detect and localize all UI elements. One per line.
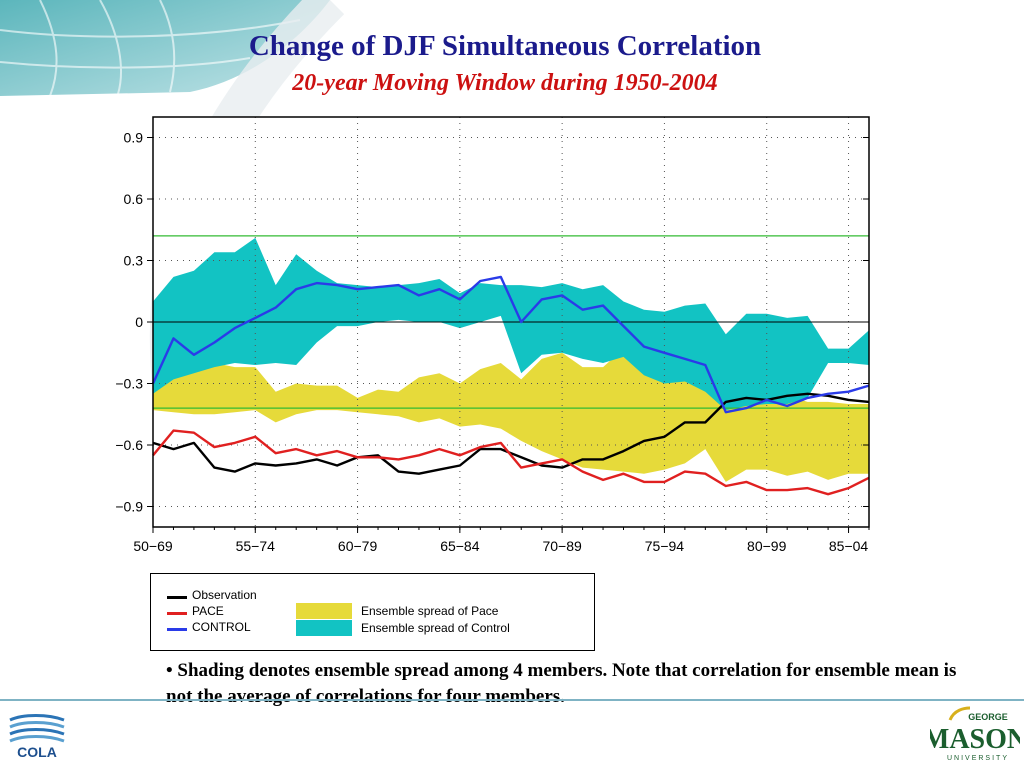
legend-control-label: CONTROL bbox=[192, 620, 251, 634]
legend-pace-swatch bbox=[167, 612, 187, 615]
legend-observation-swatch bbox=[167, 596, 187, 599]
y-tick-label: −0.9 bbox=[115, 499, 143, 515]
legend-control-swatch bbox=[167, 628, 187, 631]
y-tick-label: 0.9 bbox=[124, 130, 144, 146]
x-tick-label: 70−89 bbox=[542, 538, 582, 554]
x-tick-label: 75−94 bbox=[645, 538, 685, 554]
gmu-logo-bottom: UNIVERSITY bbox=[947, 755, 1009, 762]
gmu-logo-main: MASON bbox=[930, 724, 1020, 755]
cola-logo: COLA bbox=[9, 714, 65, 760]
x-tick-label: 65−84 bbox=[440, 538, 480, 554]
footnote: • Shading denotes ensemble spread among … bbox=[166, 660, 957, 707]
gmu-logo-top: GEORGE bbox=[968, 712, 1008, 722]
y-tick-label: 0.3 bbox=[124, 253, 144, 269]
control-line bbox=[151, 275, 870, 414]
footer-divider bbox=[0, 699, 1024, 701]
george-mason-logo: GEORGE MASON UNIVERSITY bbox=[930, 706, 1020, 762]
x-tick-label: 60−79 bbox=[338, 538, 378, 554]
legend-pace-spread-label: Ensemble spread of Pace bbox=[361, 604, 499, 618]
slide-title: Change of DJF Simultaneous Correlation bbox=[248, 30, 762, 62]
y-tick-label: 0.6 bbox=[124, 191, 144, 207]
cola-logo-text: COLA bbox=[17, 744, 57, 760]
legend-control-spread-swatch bbox=[296, 620, 352, 636]
legend-observation-label: Observation bbox=[192, 588, 257, 602]
control-spread-band bbox=[153, 237, 869, 411]
y-tick-label: −0.3 bbox=[115, 376, 143, 392]
slide-subtitle: 20-year Moving Window during 1950-2004 bbox=[292, 70, 718, 96]
observation-line bbox=[152, 392, 870, 475]
x-tick-label: 55−74 bbox=[236, 538, 276, 554]
y-tick-label: 0 bbox=[135, 314, 143, 330]
pace-line bbox=[152, 429, 870, 496]
chart-legend: Observation PACE CONTROL Ensemble spread… bbox=[150, 573, 595, 651]
legend-pace-spread-swatch bbox=[296, 603, 352, 619]
x-tick-label: 80−99 bbox=[747, 538, 787, 554]
y-tick-label: −0.6 bbox=[115, 437, 143, 453]
x-tick-label: 50−69 bbox=[133, 538, 173, 554]
globe-decoration bbox=[0, 0, 330, 97]
legend-control-spread-label: Ensemble spread of Control bbox=[361, 621, 510, 635]
legend-pace-label: PACE bbox=[192, 604, 224, 618]
x-tick-label: 85−04 bbox=[829, 538, 869, 554]
